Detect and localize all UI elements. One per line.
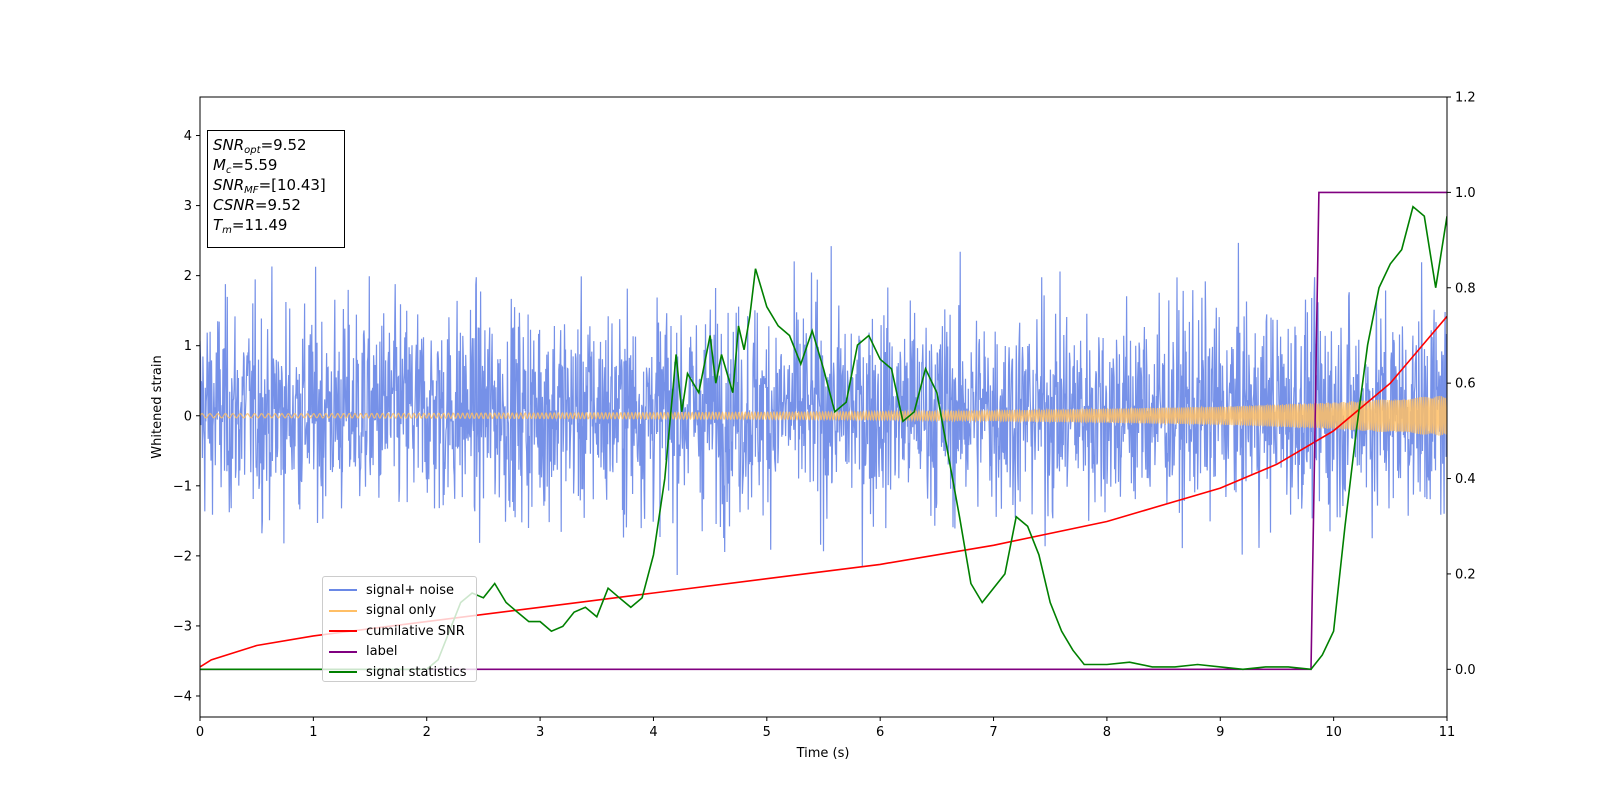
y-axis-label: Whitened strain xyxy=(150,355,165,458)
legend-entry-signal-noise: signal+ noise xyxy=(329,580,470,601)
legend-swatch-signal-statistics xyxy=(329,671,357,674)
stats-annotation-box: SNRopt=9.52 Mc=5.59 SNRMF=[10.43] CSNR=9… xyxy=(207,130,345,248)
x-tick-label: 4 xyxy=(649,725,657,740)
y-right-tick-label: 0.2 xyxy=(1455,567,1476,582)
x-tick-label: 7 xyxy=(989,725,997,740)
x-tick-label: 11 xyxy=(1439,725,1456,740)
x-tick-label: 1 xyxy=(309,725,317,740)
x-tick-label: 6 xyxy=(876,725,884,740)
x-tick-label: 10 xyxy=(1325,725,1342,740)
y-left-tick-label: 1 xyxy=(184,339,192,354)
series-signal-only-line xyxy=(200,395,1447,436)
y-right-tick-label: 1.2 xyxy=(1455,91,1476,106)
x-tick-label: 9 xyxy=(1216,725,1224,740)
legend-swatch-signal-only xyxy=(329,609,357,612)
y-left-tick-label: 3 xyxy=(184,199,192,214)
y-left-tick-label: −3 xyxy=(173,619,192,634)
snr-mf-value: =[10.43] xyxy=(258,176,326,194)
legend-entry-signal-only: signal only xyxy=(329,601,470,622)
legend-swatch-label xyxy=(329,650,357,653)
y-right-tick-label: 0.4 xyxy=(1455,472,1476,487)
y-right-tick-label: 0.8 xyxy=(1455,281,1476,296)
x-tick-label: 5 xyxy=(763,725,771,740)
y-right-tick-label: 1.0 xyxy=(1455,186,1476,201)
legend-swatch-signal-noise xyxy=(329,589,357,592)
y-left-tick-label: −1 xyxy=(173,479,192,494)
y-left-tick-label: 4 xyxy=(184,129,192,144)
series-cumulative-snr-line xyxy=(200,315,1447,668)
y-left-tick-label: 0 xyxy=(184,409,192,424)
legend-label-signal-only: signal only xyxy=(366,603,437,619)
x-axis-label: Time (s) xyxy=(796,746,850,761)
plot-area-frame xyxy=(199,96,1448,718)
chart-legend: signal+ noise signal only cumilative SNR… xyxy=(322,576,477,682)
x-tick-label: 0 xyxy=(196,725,204,740)
tm-value: =11.49 xyxy=(231,216,288,234)
legend-swatch-cumulative-snr xyxy=(329,630,357,633)
legend-entry-cumulative-snr: cumilative SNR xyxy=(329,621,470,642)
legend-label-signal-statistics: signal statistics xyxy=(366,664,467,680)
tm-stat: Tm=11.49 xyxy=(213,216,288,236)
y-right-tick-label: 0.0 xyxy=(1455,663,1476,678)
series-signal-statistics-line xyxy=(200,205,1447,671)
legend-label-signal-noise: signal+ noise xyxy=(366,582,455,598)
x-tick-label: 2 xyxy=(423,725,431,740)
legend-label-cumulative-snr: cumilative SNR xyxy=(366,623,465,639)
y-left-tick-label: −4 xyxy=(173,689,192,704)
csnr-value: =9.52 xyxy=(254,196,301,214)
y-left-tick-label: 2 xyxy=(184,269,192,284)
snr-mf-stat: SNRMF=[10.43] xyxy=(213,176,326,196)
x-tick-label: 8 xyxy=(1103,725,1111,740)
legend-entry-signal-statistics: signal statistics xyxy=(329,662,470,683)
mc-stat: Mc=5.59 xyxy=(213,156,278,176)
csnr-stat: CSNR=9.52 xyxy=(213,196,301,214)
legend-entry-label: label xyxy=(329,642,470,663)
snr-opt-stat: SNRopt=9.52 xyxy=(213,136,307,156)
series-label-line xyxy=(200,191,1447,671)
snr-opt-value: =9.52 xyxy=(260,136,307,154)
legend-label-label: label xyxy=(366,644,398,660)
x-tick-label: 3 xyxy=(536,725,544,740)
mc-value: =5.59 xyxy=(231,156,278,174)
y-left-tick-label: −2 xyxy=(173,549,192,564)
series-signal-noise-line xyxy=(200,242,1447,576)
y-right-tick-label: 0.6 xyxy=(1455,377,1476,392)
